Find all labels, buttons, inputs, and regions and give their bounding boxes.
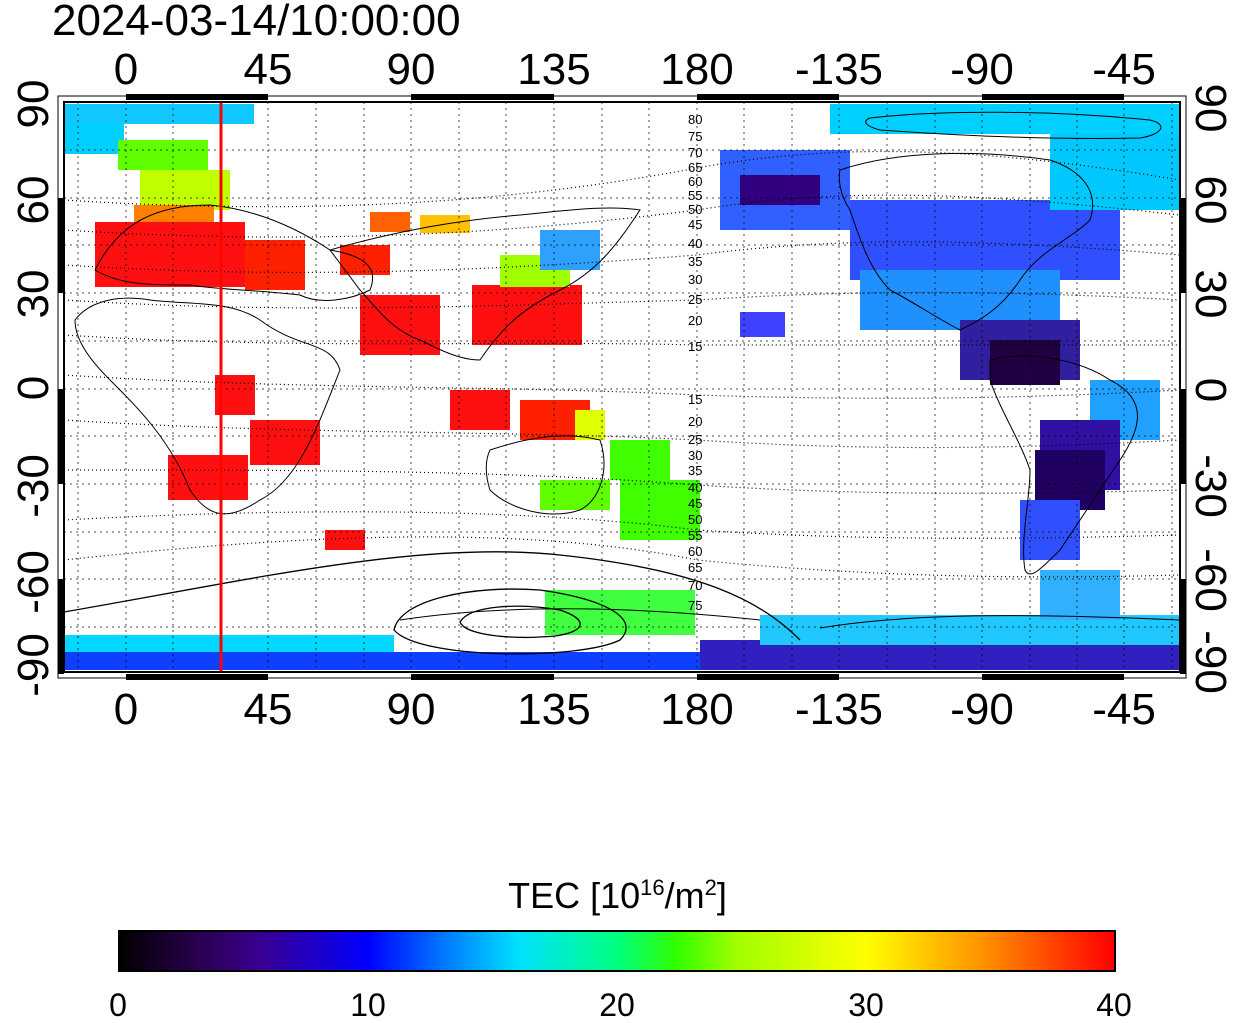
svg-text:45: 45	[688, 496, 702, 511]
svg-text:15: 15	[688, 339, 702, 354]
svg-text:20: 20	[688, 313, 702, 328]
top-lon-tick: 0	[113, 45, 139, 94]
svg-text:65: 65	[688, 160, 702, 175]
contour-labels-south: 15 20 25 30 35 40 45 50 55 60 65 70 75	[688, 392, 702, 613]
colorbar-tick: 40	[1096, 987, 1132, 1023]
top-lon-tick: -90	[950, 45, 1014, 94]
border-bands	[58, 94, 1186, 680]
colorbar-tick: 30	[848, 987, 884, 1023]
contour-labels-north: 80 75 70 65 60 55 50 45 40 35 30 25 20 1…	[688, 112, 702, 354]
svg-text:55: 55	[688, 528, 702, 543]
bottom-lon-tick: 90	[386, 685, 436, 734]
svg-text:65: 65	[688, 560, 702, 575]
svg-text:50: 50	[688, 202, 702, 217]
bottom-lon-tick: 180	[660, 685, 734, 734]
map-outer-frame	[57, 95, 1187, 679]
svg-text:75: 75	[688, 598, 702, 613]
svg-text:30: 30	[688, 448, 702, 463]
svg-text:35: 35	[688, 254, 702, 269]
svg-text:75: 75	[688, 129, 702, 144]
top-lon-tick: 90	[386, 45, 436, 94]
top-lon-tick: -135	[794, 45, 884, 94]
tec-colorbar	[118, 930, 1116, 972]
bottom-lon-tick: 135	[517, 685, 591, 734]
colorbar-tick: 0	[109, 987, 127, 1023]
colorbar-title: TEC [1016/m2]	[508, 875, 727, 916]
bottom-lon-tick: -90	[950, 685, 1014, 734]
svg-text:40: 40	[688, 480, 702, 495]
tec-data-layer	[64, 104, 1180, 670]
coastlines	[74, 111, 1180, 629]
top-lon-tick: -45	[1092, 45, 1156, 94]
svg-text:80: 80	[688, 112, 702, 127]
svg-text:70: 70	[688, 578, 702, 593]
map-timestamp: 2024-03-14/10:00:00	[52, 0, 461, 45]
svg-text:60: 60	[688, 174, 702, 189]
colorbar-tick: 10	[350, 987, 386, 1023]
svg-text:20: 20	[688, 414, 702, 429]
svg-text:25: 25	[688, 432, 702, 447]
bottom-lon-tick: 0	[113, 685, 139, 734]
svg-text:60: 60	[688, 544, 702, 559]
svg-text:40: 40	[688, 236, 702, 251]
bottom-lon-tick: -135	[794, 685, 884, 734]
svg-text:15: 15	[688, 392, 702, 407]
svg-text:35: 35	[688, 463, 702, 478]
svg-text:30: 30	[688, 272, 702, 287]
bottom-lon-tick: 45	[243, 685, 293, 734]
magnetic-contours	[64, 150, 1180, 578]
svg-text:50: 50	[688, 512, 702, 527]
svg-text:45: 45	[688, 217, 702, 232]
bottom-lon-tick: -45	[1092, 685, 1156, 734]
svg-text:70: 70	[688, 145, 702, 160]
svg-text:55: 55	[688, 188, 702, 203]
svg-text:25: 25	[688, 292, 702, 307]
top-lon-tick: 180	[660, 45, 734, 94]
southern-pole-contours	[64, 551, 801, 655]
colorbar-tick: 20	[599, 987, 635, 1023]
top-lon-tick: 135	[517, 45, 591, 94]
map-frame	[63, 101, 1181, 673]
top-lon-tick: 45	[243, 45, 293, 94]
